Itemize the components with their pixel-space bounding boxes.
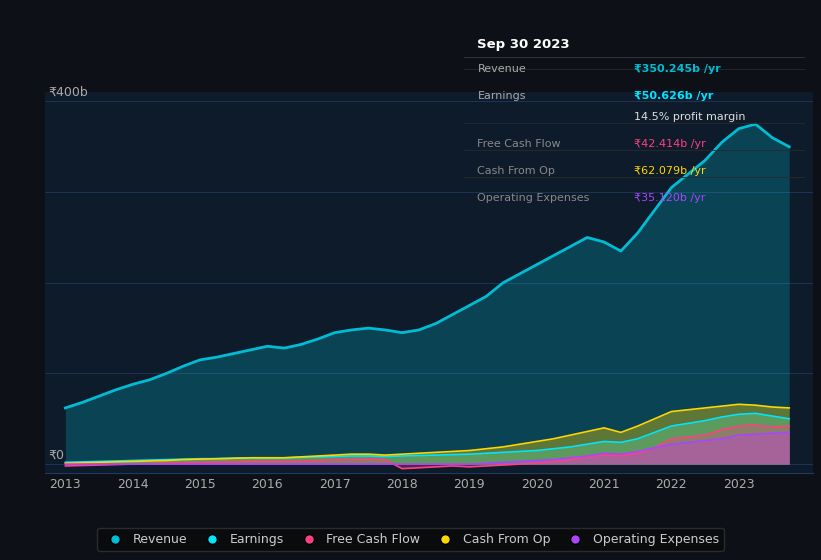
Text: ₹400b: ₹400b [48,86,89,99]
Text: ₹62.079b /yr: ₹62.079b /yr [635,166,706,176]
Text: ₹50.626b /yr: ₹50.626b /yr [635,91,713,101]
Text: Sep 30 2023: Sep 30 2023 [478,38,570,51]
Text: ₹350.245b /yr: ₹350.245b /yr [635,64,721,74]
Text: ₹42.414b /yr: ₹42.414b /yr [635,139,706,150]
Legend: Revenue, Earnings, Free Cash Flow, Cash From Op, Operating Expenses: Revenue, Earnings, Free Cash Flow, Cash … [97,528,724,551]
Text: ₹0: ₹0 [48,449,65,463]
Text: ₹35.120b /yr: ₹35.120b /yr [635,193,705,203]
Text: Earnings: Earnings [478,91,526,101]
Text: Revenue: Revenue [478,64,526,74]
Text: Cash From Op: Cash From Op [478,166,555,176]
Text: 14.5% profit margin: 14.5% profit margin [635,113,745,123]
Text: Operating Expenses: Operating Expenses [478,193,589,203]
Text: Free Cash Flow: Free Cash Flow [478,139,561,150]
